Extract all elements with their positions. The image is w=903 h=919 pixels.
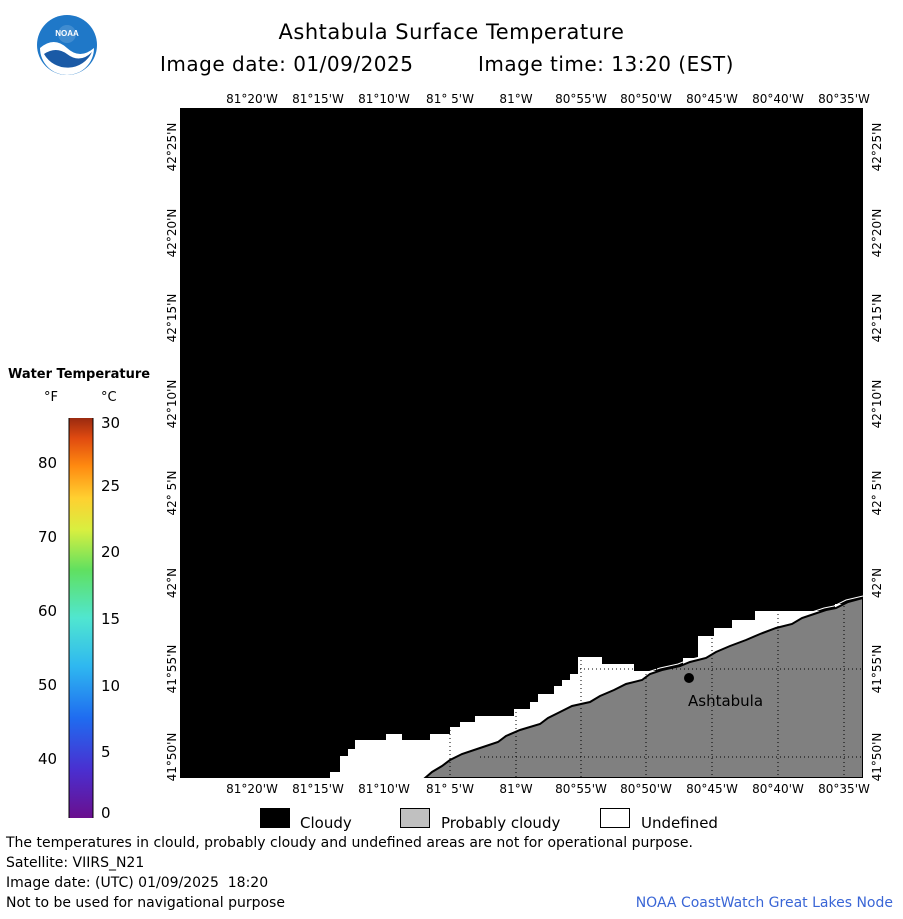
lon-tick-bottom: 81°20'W xyxy=(226,782,278,796)
unit-fahrenheit: °F xyxy=(44,390,58,405)
lon-tick-bottom: 80°45'W xyxy=(686,782,738,796)
lon-tick-bottom: 81° 5'W xyxy=(426,782,474,796)
lat-tick-left: 41°55'N xyxy=(165,644,179,694)
lat-tick-left: 42°25'N xyxy=(165,122,179,172)
lon-tick-bottom: 81°W xyxy=(499,782,533,796)
image-time: Image time: 13:20 (EST) xyxy=(478,52,734,76)
footer-note: The temperatures in clould, probably clo… xyxy=(6,835,693,851)
lon-tick-top: 81°15'W xyxy=(292,92,344,106)
credit-link[interactable]: NOAA CoastWatch Great Lakes Node xyxy=(635,895,893,911)
scale-label-c: 5 xyxy=(101,743,111,761)
color-scale-bar xyxy=(68,418,94,818)
lon-tick-top: 81°20'W xyxy=(226,92,278,106)
lat-tick-left: 41°50'N xyxy=(165,732,179,782)
undefined-swatch xyxy=(600,808,630,828)
cloudy-swatch xyxy=(260,808,290,828)
lat-tick-right: 42°20'N xyxy=(870,208,884,258)
probably-cloudy-swatch xyxy=(400,808,430,828)
lat-tick-right: 42°N xyxy=(870,567,884,599)
lon-tick-bottom: 80°35'W xyxy=(818,782,870,796)
probably-cloudy-label: Probably cloudy xyxy=(441,814,561,832)
lon-tick-top: 80°50'W xyxy=(620,92,672,106)
city-marker-icon xyxy=(684,673,694,683)
lon-tick-top: 80°35'W xyxy=(818,92,870,106)
scale-label-f: 80 xyxy=(38,454,58,472)
scale-label-f: 50 xyxy=(38,676,58,694)
unit-celsius: °C xyxy=(101,390,117,405)
scale-label-f: 40 xyxy=(38,750,58,768)
map-panel xyxy=(180,108,863,778)
lon-tick-top: 81° 5'W xyxy=(426,92,474,106)
lat-tick-right: 42°15'N xyxy=(870,293,884,343)
scale-label-c: 10 xyxy=(101,677,121,695)
scale-label-c: 0 xyxy=(101,804,111,822)
lon-tick-top: 80°45'W xyxy=(686,92,738,106)
utc-date: Image date: (UTC) 01/09/2025 18:20 xyxy=(6,875,269,891)
lat-tick-left: 42°10'N xyxy=(165,379,179,429)
lon-tick-top: 81°W xyxy=(499,92,533,106)
nav-warning: Not to be used for navigational purpose xyxy=(6,895,285,911)
lon-tick-bottom: 81°15'W xyxy=(292,782,344,796)
scale-label-c: 25 xyxy=(101,477,121,495)
cloudy-label: Cloudy xyxy=(300,814,352,832)
scale-label-c: 20 xyxy=(101,543,121,561)
lon-tick-top: 80°40'W xyxy=(752,92,804,106)
city-label: Ashtabula xyxy=(688,692,764,710)
probably-cloudy-area xyxy=(423,596,863,778)
lat-tick-right: 42°25'N xyxy=(870,122,884,172)
lat-tick-right: 42° 5'N xyxy=(870,470,884,516)
lon-tick-bottom: 80°55'W xyxy=(555,782,607,796)
image-date: Image date: 01/09/2025 xyxy=(160,52,414,76)
satellite-label: Satellite: VIIRS_N21 xyxy=(6,855,145,871)
lon-tick-top: 80°55'W xyxy=(555,92,607,106)
scale-label-f: 70 xyxy=(38,528,58,546)
page-title: Ashtabula Surface Temperature xyxy=(278,20,625,44)
legend-title: Water Temperature xyxy=(7,367,151,382)
scale-label-c: 30 xyxy=(101,414,121,432)
lat-tick-left: 42°20'N xyxy=(165,208,179,258)
lon-tick-top: 81°10'W xyxy=(358,92,410,106)
logo-text: NOAA xyxy=(55,29,79,38)
lat-tick-right: 41°50'N xyxy=(870,732,884,782)
lat-tick-left: 42°15'N xyxy=(165,293,179,343)
lon-tick-bottom: 81°10'W xyxy=(358,782,410,796)
noaa-logo-icon: NOAA xyxy=(37,15,97,75)
lon-tick-bottom: 80°40'W xyxy=(752,782,804,796)
lat-tick-right: 42°10'N xyxy=(870,379,884,429)
lat-tick-left: 42° 5'N xyxy=(165,470,179,516)
graticule xyxy=(449,598,863,778)
lon-tick-bottom: 80°50'W xyxy=(620,782,672,796)
lat-tick-right: 41°55'N xyxy=(870,644,884,694)
undefined-label: Undefined xyxy=(641,814,718,832)
scale-label-f: 60 xyxy=(38,602,58,620)
lat-tick-left: 42°N xyxy=(165,567,179,599)
scale-label-c: 15 xyxy=(101,610,121,628)
